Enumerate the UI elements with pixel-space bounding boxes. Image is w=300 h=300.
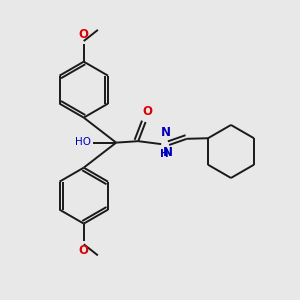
Text: N: N [163,146,173,159]
Text: O: O [142,106,152,118]
Text: H: H [160,149,169,159]
Text: O: O [79,28,89,41]
Text: N: N [160,126,171,139]
Text: O: O [79,244,89,257]
Text: HO: HO [74,137,91,147]
